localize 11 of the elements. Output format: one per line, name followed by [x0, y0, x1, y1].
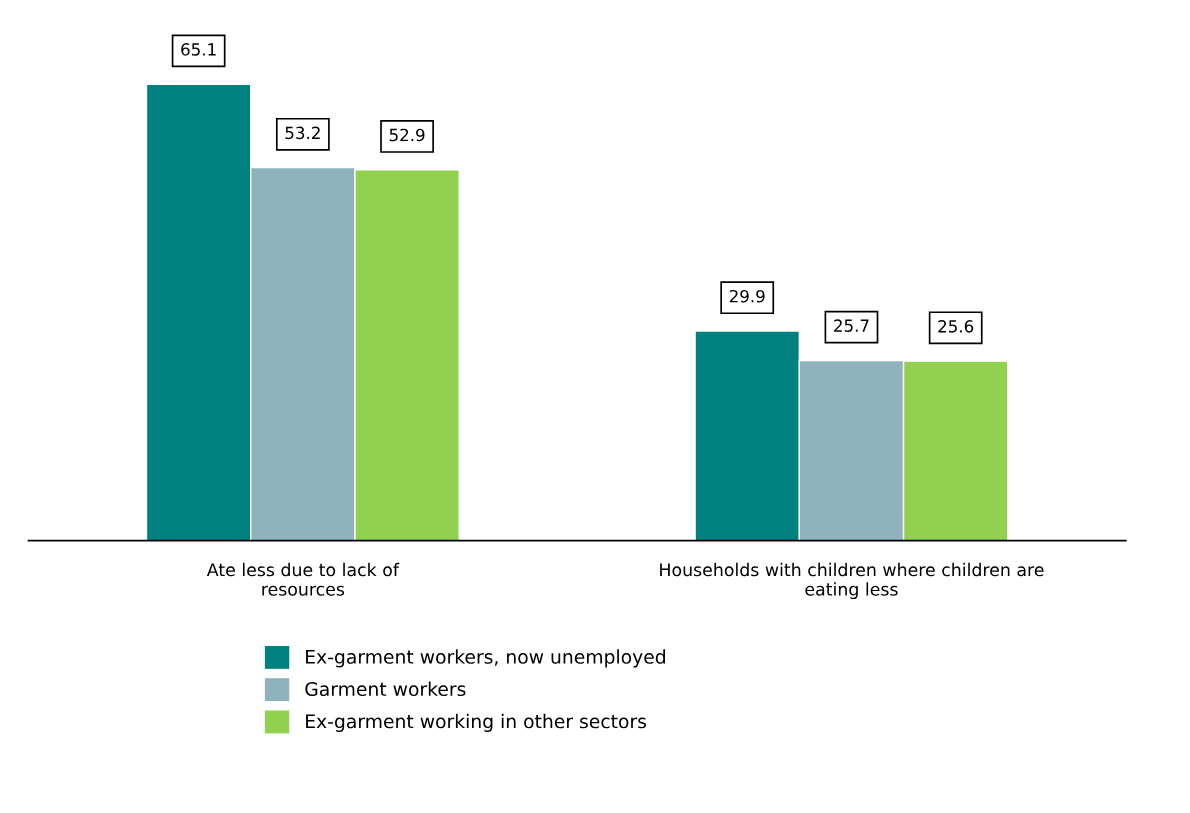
data-label: 25.6	[938, 320, 974, 333]
x-tick-label: Households with children where children are eating less	[660, 562, 1044, 600]
data-label: 53.2	[285, 126, 320, 140]
data-label: 52.9	[389, 128, 425, 142]
data-label: 29.9	[729, 289, 765, 303]
data-label: 65.1	[181, 43, 216, 56]
legend-label: Ex-garment workers, now unemployed	[306, 649, 665, 668]
legend-label: Garment workers	[305, 681, 466, 697]
x-tick-label: Ate less due to lack of resources	[206, 562, 400, 596]
legend-label: Ex-garment working in other sectors	[306, 713, 647, 732]
data-label: 25.7	[834, 319, 869, 332]
